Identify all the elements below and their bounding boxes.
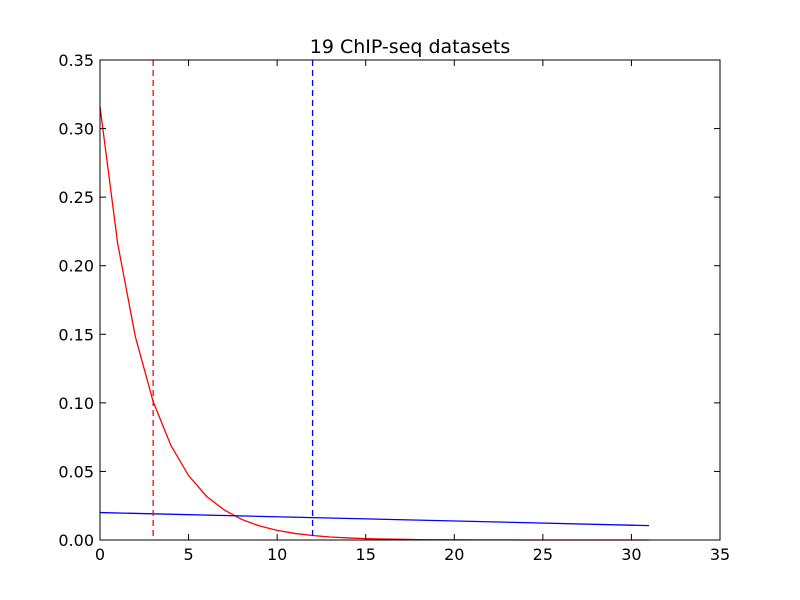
- y-tick-label: 0.00: [58, 531, 94, 550]
- chart-title: 19 ChIP-seq datasets: [310, 36, 510, 58]
- x-tick-label: 35: [710, 545, 730, 564]
- x-tick-label: 0: [95, 545, 105, 564]
- x-tick-label: 15: [356, 545, 376, 564]
- x-tick-label: 30: [621, 545, 641, 564]
- y-tick-label: 0.30: [58, 120, 94, 139]
- plot-frame: [99, 59, 721, 541]
- x-tick-label: 10: [267, 545, 287, 564]
- y-tick-label: 0.20: [58, 257, 94, 276]
- y-tick-label: 0.35: [58, 51, 94, 70]
- y-tick-label: 0.05: [58, 462, 94, 481]
- x-tick-label: 5: [183, 545, 193, 564]
- y-tick-label: 0.15: [58, 325, 94, 344]
- x-tick-label: 20: [444, 545, 464, 564]
- y-tick-label: 0.25: [58, 188, 94, 207]
- y-tick-label: 0.10: [58, 394, 94, 413]
- series-line-2: [99, 511, 650, 527]
- x-tick-label: 25: [533, 545, 553, 564]
